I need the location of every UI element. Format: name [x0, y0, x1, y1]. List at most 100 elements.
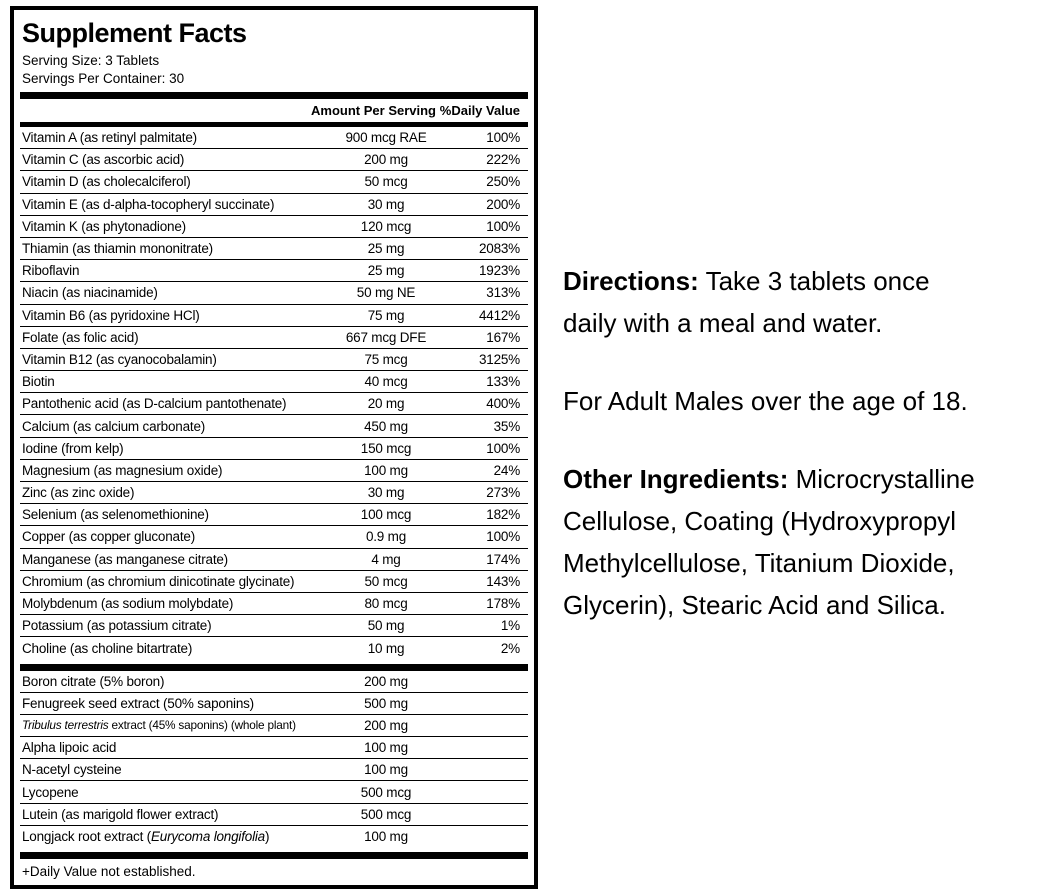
nutrient-daily-value: 178% — [486, 596, 520, 612]
usage-paragraph: Directions: Take 3 tablets once daily wit… — [563, 266, 930, 338]
nutrient-row: Iodine (from kelp) 150 mcg 100% — [20, 438, 528, 460]
nutrient-name: Vitamin B12 (as cyanocobalamin) — [22, 351, 217, 367]
nutrient-amount: 10 mg — [367, 640, 405, 656]
nutrient-name: Vitamin K (as phytonadione) — [22, 218, 186, 234]
ingredient-name: Boron citrate (5% boron) — [20, 674, 325, 689]
serving-size: Serving Size: 3 Tablets — [22, 53, 160, 68]
nutrient-row: Vitamin C (as ascorbic acid) 200 mg 222% — [20, 149, 528, 172]
divider-bar-section — [20, 663, 528, 671]
ingredient-name-part: Lycopene — [22, 784, 79, 800]
nutrient-name: Zinc (as zinc oxide) — [22, 485, 135, 501]
ingredient-name: Longjack root extract (Eurycoma longifol… — [20, 829, 325, 844]
daily-value-footnote: +Daily Value not established. — [22, 864, 196, 879]
nutrient-daily-value: 3125% — [478, 351, 520, 367]
nutrient-amount: 75 mg — [367, 307, 405, 323]
nutrient-daily-value: 100% — [486, 130, 520, 146]
nutrient-amount: 450 mg — [364, 418, 408, 434]
nutrient-row: Thiamin (as thiamin mononitrate) 25 mg 208… — [20, 238, 528, 261]
nutrient-amount: 50 mcg — [364, 573, 408, 589]
nutrient-daily-value: 2% — [500, 640, 520, 656]
nutrient-name: Calcium (as calcium carbonate) — [22, 418, 206, 434]
nutrient-daily-value: 143% — [486, 573, 520, 589]
ingredient-row: Tribulus terrestris extract (45% saponin… — [20, 715, 528, 738]
ingredient-row: N-acetyl cysteine 100 mg — [20, 759, 528, 782]
ingredient-row: Longjack root extract (Eurycoma longifol… — [20, 826, 528, 848]
divider-bar-header — [20, 122, 528, 127]
nutrient-daily-value: 100% — [486, 218, 520, 234]
nutrient-row: Copper (as copper gluconate) 0.9 mg 100% — [20, 526, 528, 549]
nutrient-amount: 4 mg — [371, 551, 401, 567]
nutrient-daily-value: 4412% — [478, 307, 520, 323]
ingredient-amount: 100 mg — [364, 829, 408, 845]
nutrient-daily-value: 100% — [486, 440, 520, 456]
ingredient-amount: 500 mg — [364, 695, 408, 711]
column-header-amount: Amount Per Serving — [311, 103, 436, 118]
nutrient-row: Vitamin E (as d-alpha-tocopheryl succina… — [20, 194, 528, 216]
nutrient-daily-value: 273% — [486, 485, 520, 501]
nutrient-amount: 25 mg — [367, 263, 405, 279]
ingredient-amount: 500 mcg — [360, 784, 412, 800]
nutrient-amount: 20 mg — [367, 396, 405, 412]
ingredient-name: Lutein (as marigold flower extract) — [20, 807, 325, 822]
nutrient-name: Vitamin A (as retinyl palmitate) — [22, 130, 197, 146]
ingredient-amount: 100 mg — [364, 740, 408, 756]
nutrient-row: Calcium (as calcium carbonate) 450 mg 35% — [20, 415, 528, 438]
nutrient-name: Chromium (as chromium dinicotinate glyci… — [22, 573, 295, 589]
ingredient-name-part: N-acetyl cysteine — [22, 762, 122, 778]
nutrient-name: Magnesium (as magnesium oxide) — [22, 462, 223, 478]
nutrient-daily-value: 133% — [486, 374, 520, 390]
nutrient-amount: 30 mg — [367, 196, 405, 212]
servings-per-container: Servings Per Container: 30 — [22, 71, 185, 86]
nutrient-row: Vitamin B12 (as cyanocobalamin) 75 mcg 312… — [20, 349, 528, 372]
nutrient-row: Choline (as choline bitartrate) 10 mg 2% — [20, 637, 528, 659]
nutrient-amount: 150 mcg — [360, 440, 412, 456]
ingredient-name-part: Boron citrate (5% boron) — [22, 673, 165, 689]
ingredient-row: Alpha lipoic acid 100 mg — [20, 737, 528, 760]
nutrient-name: Molybdenum (as sodium molybdate) — [22, 596, 234, 612]
nutrient-amount: 0.9 mg — [365, 529, 407, 545]
nutrient-name: Riboflavin — [22, 263, 80, 279]
ingredient-name-part: Fenugreek seed extract (50% saponins) — [22, 695, 254, 711]
nutrient-amount: 667 mcg DFE — [345, 329, 427, 345]
nutrient-amount: 200 mg — [364, 152, 408, 168]
nutrient-amount: 40 mcg — [364, 374, 408, 390]
nutrient-row: Folate (as folic acid) 667 mcg DFE 167% — [20, 327, 528, 349]
nutrient-row: Vitamin B6 (as pyridoxine HCl) 75 mg 4412% — [20, 305, 528, 327]
nutrient-amount: 25 mg — [367, 241, 405, 257]
nutrient-daily-value: 400% — [486, 396, 520, 412]
ingredient-name-latin: Eurycoma longifolia — [150, 829, 265, 845]
ingredient-row: Boron citrate (5% boron) 200 mg — [20, 671, 528, 693]
nutrient-amount: 900 mcg RAE — [345, 130, 427, 146]
nutrient-name: Selenium (as selenomethionine) — [22, 507, 209, 523]
ingredient-amount: 500 mcg — [360, 806, 412, 822]
divider-bar-bottom — [20, 852, 528, 859]
ingredient-row: Lutein (as marigold flower extract) 500 m… — [20, 804, 528, 826]
panel-title: Supplement Facts — [22, 18, 247, 48]
nutrient-daily-value: 174% — [486, 551, 520, 567]
nutrient-amount: 120 mcg — [360, 218, 412, 234]
usage-paragraph: Other Ingredients: Microcrystalline Cellu… — [563, 464, 975, 620]
nutrient-name: Copper (as copper gluconate) — [22, 529, 196, 545]
nutrient-amount: 75 mcg — [364, 351, 408, 367]
nutrient-daily-value: 100% — [486, 529, 520, 545]
nutrient-daily-value: 250% — [486, 174, 520, 190]
nutrient-row: Vitamin K (as phytonadione) 120 mcg 100% — [20, 216, 528, 238]
nutrient-amount: 50 mcg — [364, 174, 408, 190]
ingredient-name-part: Alpha lipoic acid — [22, 740, 117, 756]
nutrient-row: Molybdenum (as sodium molybdate) 80 mcg 17… — [20, 593, 528, 616]
usage-paragraph: For Adult Males over the age of 18. — [563, 386, 968, 416]
nutrient-name: Vitamin C (as ascorbic acid) — [22, 152, 185, 168]
table-header: Amount Per Serving %Daily Value — [20, 99, 528, 122]
nutrient-amount: 100 mcg — [360, 507, 412, 523]
nutrient-row: Manganese (as manganese citrate) 4 mg 174% — [20, 549, 528, 571]
nutrient-name: Niacin (as niacinamide) — [22, 285, 158, 301]
nutrient-row: Magnesium (as magnesium oxide) 100 mg 24% — [20, 460, 528, 482]
ingredient-amount: 100 mg — [364, 762, 408, 778]
column-header-daily-value: %Daily Value — [439, 103, 520, 118]
nutrient-daily-value: 1923% — [478, 263, 520, 279]
ingredient-name: Fenugreek seed extract (50% saponins) — [20, 696, 325, 711]
nutrient-amount: 30 mg — [367, 485, 405, 501]
nutrient-name: Choline (as choline bitartrate) — [22, 640, 193, 656]
nutrient-daily-value: 222% — [486, 152, 520, 168]
nutrient-row: Vitamin D (as cholecalciferol) 50 mcg 250% — [20, 171, 528, 194]
